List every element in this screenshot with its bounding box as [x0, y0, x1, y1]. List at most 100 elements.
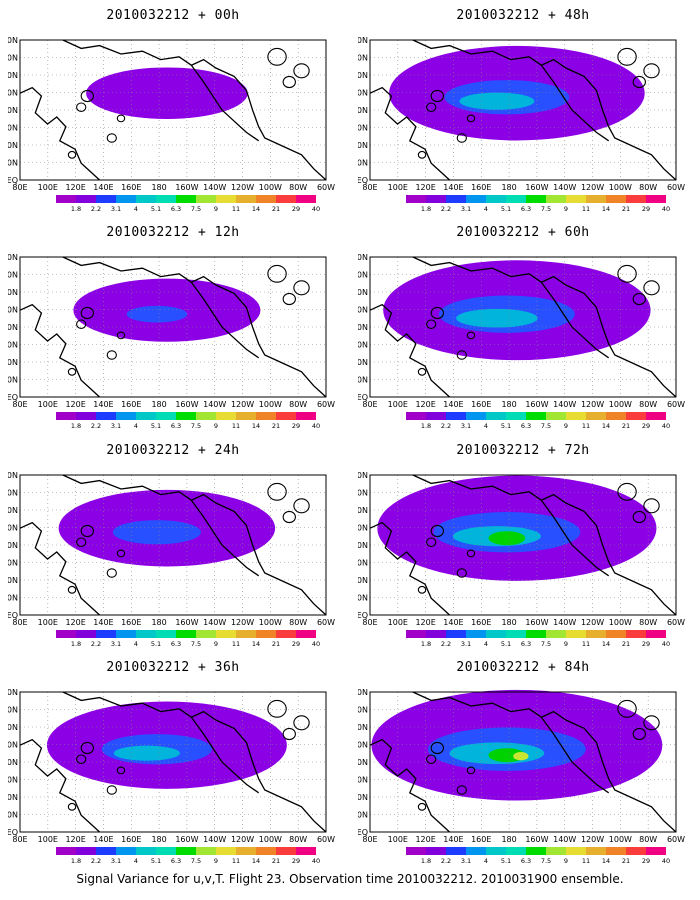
- colorbar-swatch: [526, 412, 546, 420]
- colorbar-label: 3.1: [461, 205, 471, 213]
- colorbar-swatch: [406, 630, 426, 638]
- lon-label: 160E: [471, 400, 491, 409]
- colorbar-label: 29: [292, 857, 300, 865]
- colorbar-swatch: [76, 412, 96, 420]
- lon-label: 140W: [553, 618, 576, 627]
- colorbar-swatch: [446, 412, 466, 420]
- lat-label: 60N: [358, 71, 368, 80]
- lon-label: 140W: [553, 835, 576, 844]
- colorbar-swatch: [406, 847, 426, 855]
- lat-label: 30N: [8, 341, 18, 350]
- colorbar-label: 1.8: [71, 422, 81, 430]
- colorbar-label: 5.1: [501, 640, 511, 648]
- lon-label: 100W: [609, 618, 632, 627]
- lat-label: 40N: [8, 323, 18, 332]
- lon-label: 60W: [667, 835, 685, 844]
- lon-label: 100E: [388, 400, 408, 409]
- lon-label: 120E: [415, 400, 435, 409]
- colorbar-label: 40: [312, 422, 320, 430]
- colorbar-label: 7.5: [191, 640, 201, 648]
- lon-label: 140W: [203, 183, 226, 192]
- lon-label: 120W: [581, 835, 604, 844]
- lon-label: 140E: [93, 183, 113, 192]
- colorbar-swatch: [156, 847, 176, 855]
- lon-label: 80W: [289, 183, 307, 192]
- lon-label: 100E: [38, 400, 58, 409]
- lon-label: 60W: [317, 400, 335, 409]
- colorbar-label: 4: [134, 640, 138, 648]
- colorbar-label: 6.3: [171, 205, 181, 213]
- lat-label: 60N: [8, 723, 18, 732]
- lon-label: 100W: [609, 835, 632, 844]
- lat-label: 70N: [8, 54, 18, 63]
- lon-label: 60W: [667, 618, 685, 627]
- colorbar-swatch: [136, 847, 156, 855]
- colorbar-label: 9: [564, 857, 568, 865]
- lat-label: 40N: [8, 106, 18, 115]
- colorbar-swatch: [546, 847, 566, 855]
- lon-label: 140E: [93, 618, 113, 627]
- lon-label: 100W: [259, 400, 282, 409]
- lon-label: 160W: [525, 183, 548, 192]
- colorbar-swatch: [236, 412, 256, 420]
- colorbar-label: 6.3: [171, 857, 181, 865]
- colorbar-swatch: [196, 195, 216, 203]
- lon-label: 140E: [443, 183, 463, 192]
- lat-label: 20N: [8, 793, 18, 802]
- colorbar-swatch: [216, 630, 236, 638]
- colorbar-swatch: [276, 412, 296, 420]
- lat-label: 20N: [358, 141, 368, 150]
- lon-label: 80W: [639, 835, 657, 844]
- lon-label: 160W: [525, 400, 548, 409]
- colorbar-label: 29: [642, 205, 650, 213]
- lon-label: 140E: [443, 618, 463, 627]
- lat-label: 70N: [358, 54, 368, 63]
- colorbar-swatch: [646, 847, 666, 855]
- colorbar-swatch: [586, 630, 606, 638]
- colorbar-swatch: [626, 195, 646, 203]
- colorbar-swatch: [586, 847, 606, 855]
- lon-label: 80E: [362, 835, 377, 844]
- colorbar-swatch: [506, 195, 526, 203]
- lat-label: 80N: [8, 471, 18, 480]
- colorbar-label: 14: [602, 205, 610, 213]
- colorbar-label: 7.5: [541, 205, 551, 213]
- colorbar-swatch: [56, 195, 76, 203]
- colorbar-label: 29: [642, 422, 650, 430]
- colorbar-label: 7.5: [191, 422, 201, 430]
- colorbar-swatch: [406, 195, 426, 203]
- colorbar-label: 6.3: [521, 422, 531, 430]
- lon-label: 60W: [667, 183, 685, 192]
- lat-label: 10N: [358, 594, 368, 603]
- colorbar-label: 9: [564, 205, 568, 213]
- lat-label: EQ: [8, 393, 18, 402]
- colorbar-swatch: [76, 847, 96, 855]
- lon-label: 180: [501, 835, 516, 844]
- colorbar-swatch: [136, 630, 156, 638]
- colorbar-label: 14: [252, 205, 260, 213]
- colorbar-label: 2.2: [441, 640, 451, 648]
- colorbar-label: 11: [232, 422, 240, 430]
- lat-label: 10N: [358, 376, 368, 385]
- colorbar-label: 21: [622, 640, 630, 648]
- lon-label: 120E: [65, 835, 85, 844]
- colorbar-label: 5.1: [501, 857, 511, 865]
- lon-label: 180: [151, 618, 166, 627]
- lon-label: 160W: [175, 400, 198, 409]
- colorbar-swatch: [196, 630, 216, 638]
- lat-label: 40N: [358, 106, 368, 115]
- lon-label: 80W: [639, 618, 657, 627]
- variance-field: [389, 45, 645, 141]
- colorbar-label: 9: [564, 640, 568, 648]
- colorbar-label: 21: [622, 422, 630, 430]
- colorbar-label: 40: [662, 422, 670, 430]
- panel-title: 2010032212 + 84h: [456, 660, 590, 675]
- colorbar-label: 14: [252, 857, 260, 865]
- colorbar-swatch: [256, 847, 276, 855]
- lon-label: 180: [151, 400, 166, 409]
- colorbar-swatch: [506, 847, 526, 855]
- forecast-panel: 2010032212 + 36h 80N 70N 60N 50N 40N 30N 20N 10N…: [8, 660, 338, 865]
- lon-label: 60W: [317, 618, 335, 627]
- colorbar-label: 14: [252, 640, 260, 648]
